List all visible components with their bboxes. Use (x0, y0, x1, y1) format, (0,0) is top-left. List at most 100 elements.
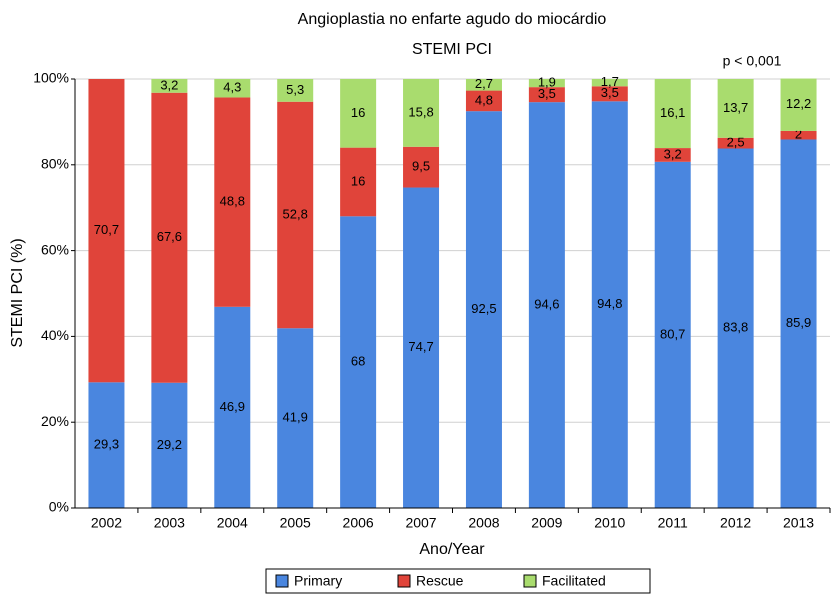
bar-segment (654, 161, 691, 508)
value-label: 48,8 (220, 194, 245, 209)
y-tick-label: 20% (41, 413, 69, 429)
x-tick-label: 2009 (531, 515, 562, 531)
value-label: 46,9 (220, 399, 245, 414)
value-label: 2,7 (475, 76, 493, 91)
value-label: 29,3 (94, 437, 119, 452)
bar-segment (403, 79, 440, 147)
y-tick-label: 0% (49, 499, 69, 515)
value-label: 70,7 (94, 222, 119, 237)
bar-segment (151, 382, 188, 508)
x-tick-label: 2011 (658, 515, 688, 531)
bar-segment (465, 90, 502, 112)
value-label: 41,9 (283, 410, 308, 425)
bar-segment (214, 79, 251, 98)
bar-segment (403, 187, 440, 509)
x-tick-label: 2010 (594, 515, 625, 531)
bar-segment (591, 79, 628, 87)
bar-segment (654, 79, 691, 149)
bar-segment (88, 79, 125, 383)
value-label: 1,7 (601, 74, 619, 89)
value-label: 83,8 (723, 320, 748, 335)
bar-segment (528, 87, 565, 103)
value-label: 80,7 (660, 326, 685, 341)
bar-segment (403, 146, 440, 188)
x-tick-label: 2008 (468, 515, 499, 531)
legend-label: Primary (294, 573, 342, 589)
legend-swatch (275, 574, 289, 588)
value-label: 67,6 (157, 229, 182, 244)
bar-segment (214, 97, 251, 307)
x-tick-label: 2012 (720, 515, 751, 531)
bar-segment (465, 79, 502, 91)
y-tick-label: 80% (41, 156, 69, 172)
bar-segment (88, 382, 125, 508)
value-label: 16,1 (660, 105, 685, 120)
value-label: 4,8 (475, 92, 493, 107)
bar-segment (277, 328, 314, 508)
value-label: 16 (351, 105, 365, 120)
value-label: 3,5 (538, 86, 556, 101)
bar-segment (654, 148, 691, 162)
legend-label: Rescue (416, 573, 464, 589)
bar-segment (717, 137, 754, 149)
annotation: p < 0,001 (723, 53, 782, 69)
legend-swatch (397, 574, 411, 588)
bar-segment (151, 79, 188, 93)
bar-segment (340, 79, 377, 148)
legend-swatch (523, 574, 537, 588)
value-label: 3,5 (601, 85, 619, 100)
x-tick-label: 2004 (217, 515, 248, 531)
value-label: 94,8 (597, 296, 622, 311)
x-axis-label: Ano/Year (419, 541, 485, 558)
bar-segment (717, 148, 754, 509)
bar-segment (591, 86, 628, 102)
x-tick-label: 2007 (405, 515, 436, 531)
bar-segment (277, 101, 314, 329)
bar-segment (780, 78, 817, 131)
value-label: 68 (351, 354, 365, 369)
chart-title: Angioplastia no enfarte agudo do miocárd… (298, 11, 607, 28)
x-tick-label: 2002 (91, 515, 122, 531)
bar-segment (528, 79, 565, 88)
x-tick-label: 2013 (783, 515, 814, 531)
value-label: 3,2 (664, 146, 682, 161)
y-tick-label: 60% (41, 241, 69, 257)
value-label: 13,7 (723, 100, 748, 115)
value-label: 3,2 (160, 77, 178, 92)
value-label: 16 (351, 173, 365, 188)
value-label: 94,6 (534, 297, 559, 312)
bar-segment (214, 306, 251, 508)
value-label: 5,3 (286, 82, 304, 97)
bar-segment (591, 101, 628, 509)
bar-segment (277, 79, 314, 102)
bar-segment (717, 79, 754, 138)
value-label: 9,5 (412, 159, 430, 174)
bar-segment (151, 92, 188, 383)
chart-subtitle: STEMI PCI (412, 41, 492, 58)
value-label: 15,8 (408, 104, 433, 119)
y-tick-label: 40% (41, 327, 69, 343)
bar-segment (340, 147, 377, 217)
bar-segment (528, 102, 565, 508)
y-axis-label: STEMI PCI (%) (9, 238, 26, 347)
bar-segment (780, 139, 817, 508)
value-label: 74,7 (408, 339, 433, 354)
value-label: 52,8 (283, 206, 308, 221)
value-label: 1,9 (538, 75, 556, 90)
value-label: 12,2 (786, 96, 811, 111)
bar-segment (465, 111, 502, 509)
legend-label: Facilitated (542, 573, 606, 589)
value-label: 2 (795, 127, 802, 142)
y-tick-label: 100% (33, 70, 69, 86)
value-label: 92,5 (471, 301, 496, 316)
bar-segment (780, 130, 817, 140)
value-label: 2,5 (727, 135, 745, 150)
value-label: 85,9 (786, 315, 811, 330)
x-tick-label: 2005 (280, 515, 311, 531)
legend-box (265, 568, 651, 594)
x-tick-label: 2003 (154, 515, 185, 531)
x-tick-label: 2006 (343, 515, 374, 531)
value-label: 4,3 (223, 80, 241, 95)
value-label: 29,2 (157, 437, 182, 452)
